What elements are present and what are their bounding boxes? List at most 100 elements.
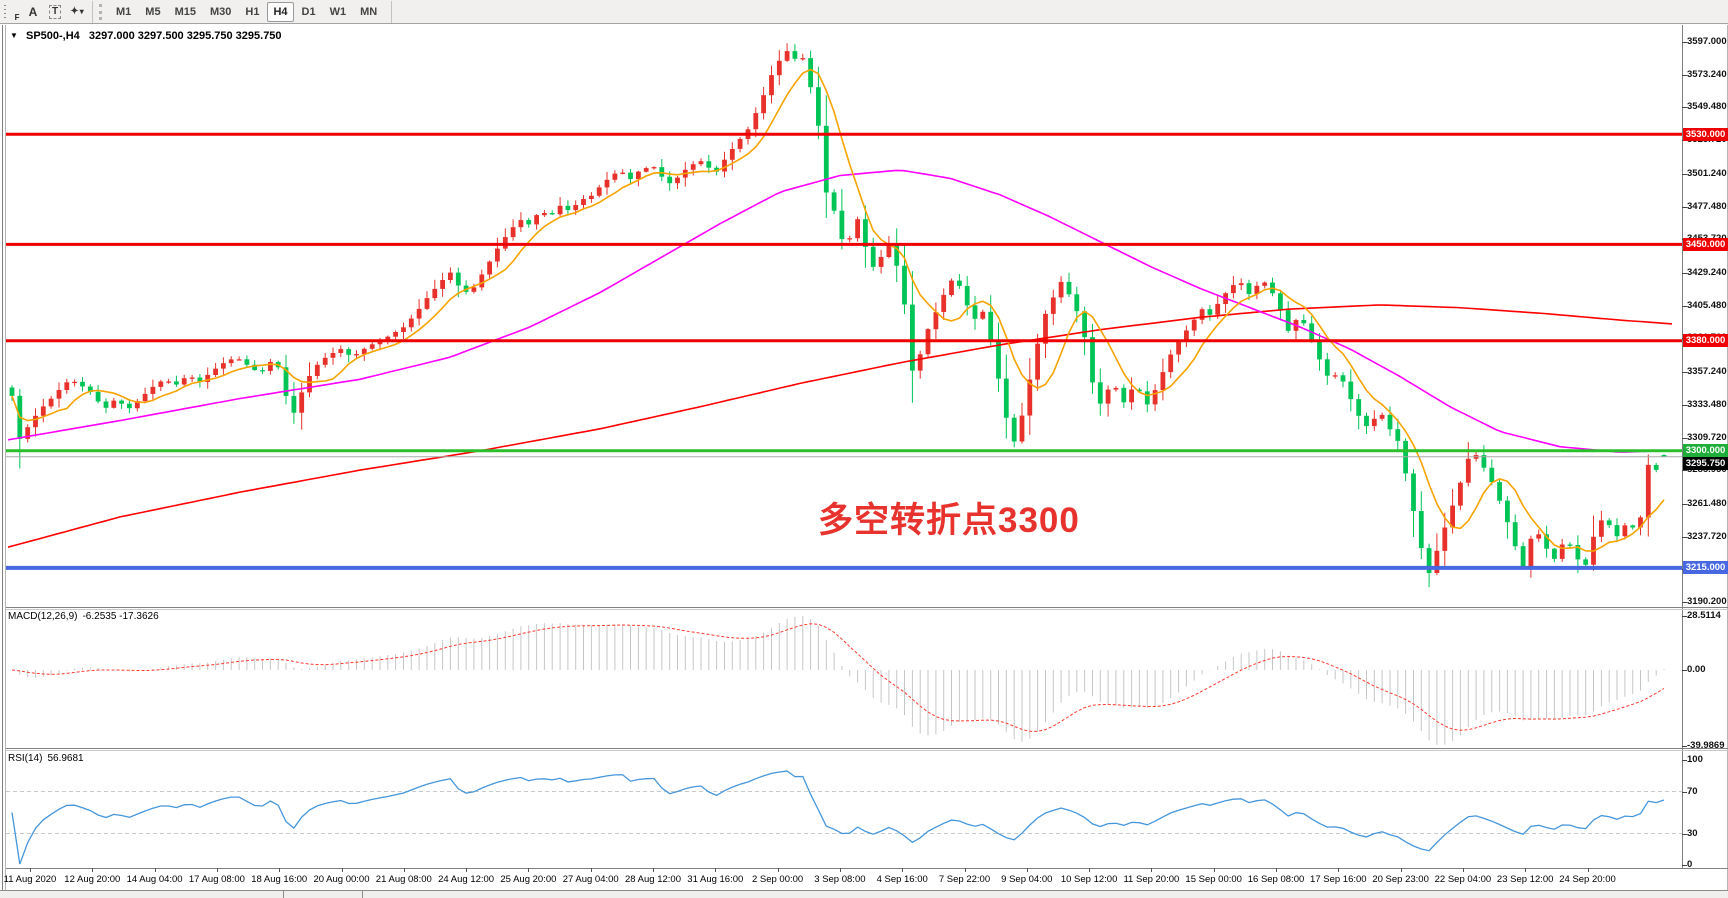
bottom-bar-divider [283, 891, 284, 898]
time-tick-label: 22 Sep 04:00 [1434, 874, 1492, 885]
chart-dropdown-icon[interactable]: ▼ [10, 31, 18, 40]
price-tick-label: 3237.720 [1687, 530, 1727, 542]
rsi-separator-inner [6, 750, 1728, 751]
timeframe-button-mn[interactable]: MN [354, 2, 383, 22]
macd-name: MACD(12,26,9) [8, 611, 78, 622]
price-tick-label: 3477.480 [1687, 200, 1727, 212]
time-tick [1587, 868, 1589, 872]
time-tick [403, 868, 405, 872]
time-tick-label: 12 Aug 20:00 [64, 874, 121, 885]
time-tick [92, 868, 94, 872]
price-tick [1682, 272, 1687, 274]
time-tick [839, 868, 841, 872]
time-tick-label: 2 Sep 00:00 [751, 874, 804, 885]
price-level-label: 3215.000 [1683, 561, 1728, 575]
price-tick [1682, 536, 1687, 538]
rsi-separator[interactable] [6, 748, 1728, 749]
time-tick [1151, 868, 1153, 872]
macd-tick-label: 28.5114 [1687, 610, 1721, 621]
timeframe-button-h4[interactable]: H4 [267, 1, 294, 22]
price-level-label: 3295.750 [1683, 457, 1728, 471]
price-tick [1682, 503, 1687, 505]
rsi-tick [1682, 865, 1687, 866]
time-tick [1089, 868, 1091, 872]
rsi-tick-label: 0 [1687, 859, 1693, 870]
time-tick-label: 20 Aug 00:00 [313, 874, 370, 885]
time-tick [1213, 868, 1215, 872]
time-tick-label: 31 Aug 16:00 [687, 874, 744, 885]
time-tick-label: 21 Aug 08:00 [375, 874, 432, 885]
chart-symbol: SP500-,H4 [25, 30, 80, 42]
price-tick [1682, 404, 1687, 406]
time-tick-label: 25 Aug 20:00 [500, 874, 557, 885]
timeframe-button-d1[interactable]: D1 [296, 2, 322, 22]
timeframe-button-m15[interactable]: M15 [169, 2, 202, 22]
price-tick [1682, 470, 1687, 472]
price-level-label: 3380.000 [1683, 334, 1728, 348]
timeframe-button-m5[interactable]: M5 [139, 2, 166, 22]
time-tick-label: 27 Aug 04:00 [562, 874, 619, 885]
time-tick [528, 868, 530, 872]
price-tick-label: 3309.720 [1687, 431, 1727, 443]
timeframe-button-m30[interactable]: M30 [204, 2, 237, 22]
window-left-border [2, 25, 3, 898]
time-tick [30, 868, 31, 872]
time-tick [964, 868, 966, 872]
toolbar-grip[interactable] [99, 3, 105, 20]
price-tick-label: 3597.000 [1687, 36, 1727, 47]
chart-left-border [5, 25, 6, 898]
price-tick-label: 3429.240 [1687, 266, 1727, 278]
macd-separator[interactable] [6, 607, 1728, 608]
price-tick [1682, 372, 1687, 374]
timeline-separator [6, 868, 1728, 869]
macd-tick-label: 0.00 [1687, 664, 1706, 675]
time-tick-label: 16 Sep 08:00 [1247, 874, 1305, 885]
timeframe-button-m1[interactable]: M1 [110, 2, 137, 22]
rsi-label: RSI(14) 56.9681 [8, 753, 89, 764]
price-tick [1682, 107, 1687, 109]
time-tick [653, 868, 654, 872]
time-tick-label: 7 Sep 22:00 [938, 874, 991, 885]
price-level-label: 3300.000 [1683, 444, 1728, 458]
time-tick-label: 9 Sep 04:00 [1001, 874, 1053, 885]
chart-ohlc: 3297.000 3297.500 3295.750 3295.750 [88, 30, 282, 42]
time-tick [715, 868, 717, 872]
price-level-label: 3450.000 [1683, 237, 1728, 251]
price-tick-label: 3190.200 [1687, 596, 1727, 607]
chart-annotation-text: 多空转折点3300 [818, 501, 1080, 540]
price-axis-line [1682, 25, 1683, 868]
time-tick-label: 11 Aug 2020 [3, 874, 57, 885]
time-tick [1026, 868, 1028, 872]
price-tick [1682, 305, 1687, 307]
macd-tick [1682, 745, 1687, 747]
timeframe-button-w1[interactable]: W1 [324, 2, 353, 22]
time-tick-label: 24 Aug 12:00 [438, 874, 495, 885]
price-tick-label: 3549.480 [1687, 101, 1727, 113]
rsi-tick-label: 30 [1687, 827, 1698, 839]
macd-separator-inner [6, 609, 1728, 610]
time-tick-label: 17 Sep 16:00 [1310, 874, 1367, 885]
rsi-tick [1682, 833, 1687, 835]
rsi-tick [1682, 760, 1687, 761]
chevron-down-icon: ▾ [79, 7, 84, 16]
rsi-tick-label: 70 [1687, 785, 1698, 797]
price-tick-label: 3261.480 [1687, 497, 1727, 509]
time-tick [1525, 868, 1527, 872]
fibonacci-icon[interactable]: F [0, 2, 22, 22]
time-tick-label: 20 Sep 23:00 [1372, 874, 1429, 885]
timeframe-button-h1[interactable]: H1 [239, 2, 265, 22]
price-tick [1682, 74, 1687, 76]
price-tick-label: 3573.240 [1687, 68, 1727, 80]
time-tick [154, 868, 156, 872]
arrows-icon[interactable]: ✦ ▾ [70, 6, 84, 17]
label-icon[interactable]: T [44, 2, 66, 22]
time-tick-label: 17 Aug 08:00 [188, 874, 245, 885]
toolbar-separator [391, 0, 393, 23]
text-icon[interactable]: A [28, 4, 38, 19]
time-tick [466, 868, 468, 872]
bottom-bar [0, 890, 1728, 898]
macd-tick [1682, 670, 1687, 671]
price-tick [1682, 206, 1687, 208]
